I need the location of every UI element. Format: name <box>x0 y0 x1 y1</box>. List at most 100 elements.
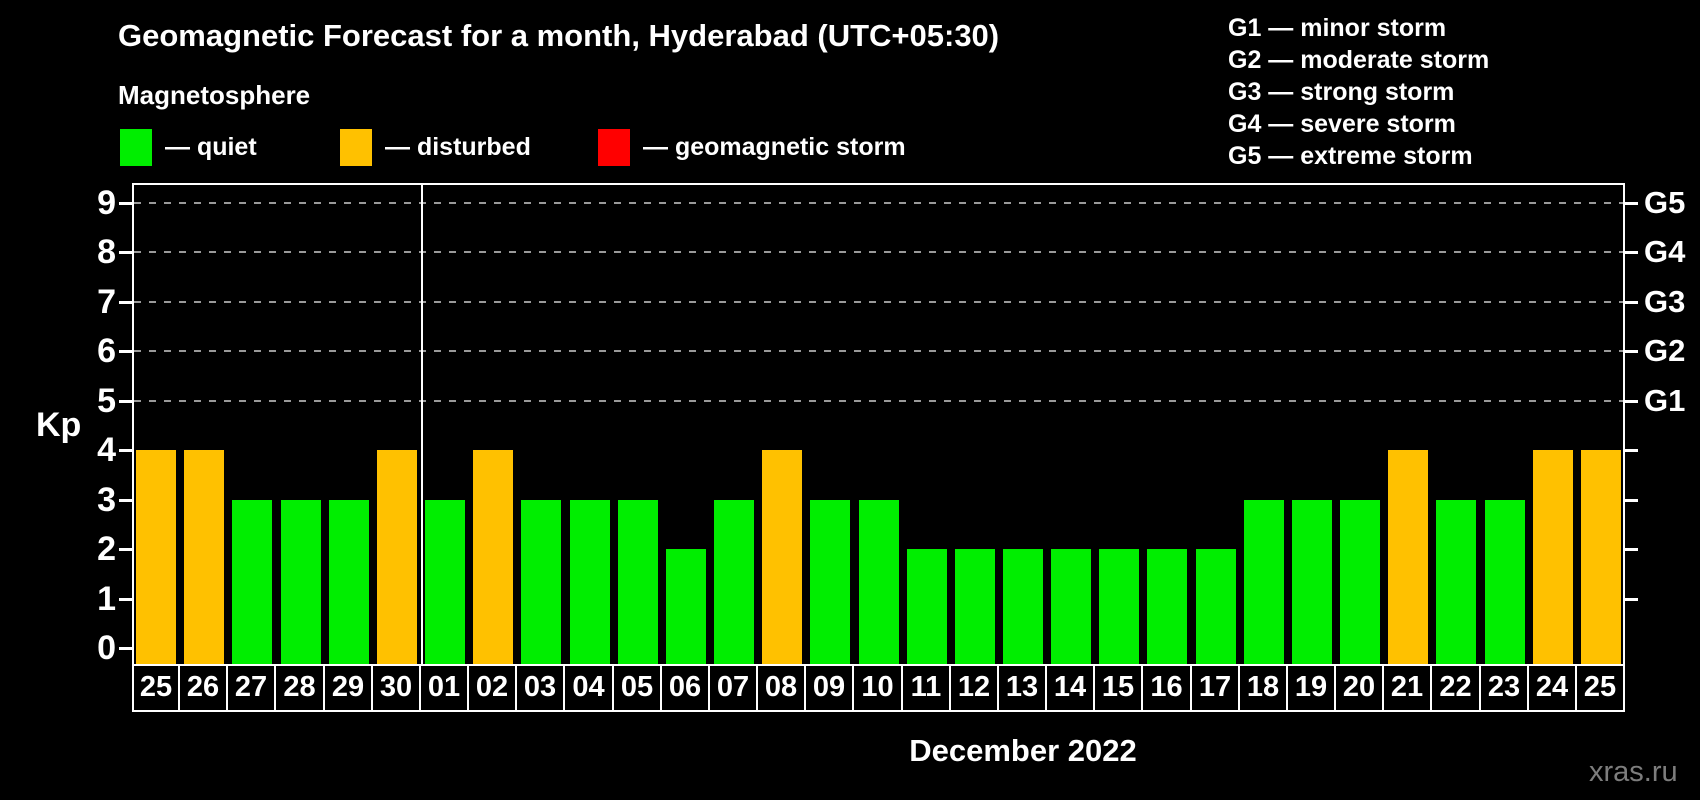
bar-day-25 <box>1581 450 1621 664</box>
y-tick-label-9: 9 <box>97 184 116 222</box>
day-label-19: 19 <box>1286 664 1336 712</box>
legend-item-geomagnetic-storm: — geomagnetic storm <box>598 129 906 166</box>
y-tick-label-8: 8 <box>97 233 116 272</box>
bar-day-29-prev <box>329 500 369 664</box>
g-scale-label-g2: G2 <box>1644 333 1686 369</box>
day-label-24: 24 <box>1527 664 1577 712</box>
day-label-01: 01 <box>419 664 469 712</box>
bar-day-03 <box>521 500 561 664</box>
day-label-18: 18 <box>1238 664 1288 712</box>
day-label-11: 11 <box>901 664 951 712</box>
day-label-08: 08 <box>756 664 806 712</box>
y-tick-label-2: 2 <box>97 530 116 569</box>
bar-day-02 <box>473 450 513 664</box>
day-label-10: 10 <box>852 664 903 712</box>
y-tick-label-4: 4 <box>97 431 116 470</box>
day-label-29-prev: 29 <box>323 664 373 712</box>
right-tick-1 <box>1625 597 1638 601</box>
y-tick-1 <box>119 597 132 601</box>
quiet-legend-label: — quiet <box>165 133 257 161</box>
kp-axis-label: Kp <box>36 406 82 444</box>
day-label-25: 25 <box>1575 664 1625 712</box>
y-tick-label-5: 5 <box>97 381 116 420</box>
day-label-13: 13 <box>997 664 1047 712</box>
day-label-05: 05 <box>612 664 662 712</box>
day-label-14: 14 <box>1045 664 1095 712</box>
right-tick-6 <box>1625 350 1638 354</box>
g-scale-label-g3: G3 <box>1644 283 1686 319</box>
right-tick-4 <box>1625 449 1638 453</box>
g-scale-label-g4: G4 <box>1644 234 1686 270</box>
day-label-09: 09 <box>804 664 854 712</box>
day-label-25-prev: 25 <box>132 664 180 712</box>
storm-legend-label: — geomagnetic storm <box>643 133 906 161</box>
bar-day-18 <box>1244 500 1284 664</box>
day-label-22: 22 <box>1430 664 1481 712</box>
gridline-kp-9 <box>134 202 1623 204</box>
g-scale-label-g5: G5 <box>1644 185 1686 220</box>
gridline-kp-8 <box>134 251 1623 254</box>
watermark-xras: xras.ru <box>1589 756 1678 788</box>
bar-day-15 <box>1099 549 1139 664</box>
bar-day-23 <box>1485 500 1525 664</box>
right-tick-8 <box>1625 251 1638 255</box>
legend-item-quiet: — quiet <box>120 129 257 166</box>
day-label-27-prev: 27 <box>226 664 276 712</box>
month-separator <box>421 183 423 666</box>
y-tick-2 <box>119 548 132 552</box>
legend-item-disturbed: — disturbed <box>340 129 531 166</box>
page-title: Geomagnetic Forecast for a month, Hydera… <box>118 18 1000 53</box>
right-tick-3 <box>1625 498 1638 502</box>
bar-day-24 <box>1533 450 1573 664</box>
gridline-kp-5 <box>134 399 1623 402</box>
bar-day-26-prev <box>184 450 224 664</box>
bar-day-14 <box>1051 549 1091 664</box>
bar-day-22 <box>1436 500 1476 664</box>
bar-day-11 <box>907 549 947 664</box>
bar-day-09 <box>810 500 850 664</box>
bar-day-05 <box>618 500 658 664</box>
right-tick-9 <box>1625 202 1638 205</box>
day-label-03: 03 <box>515 664 565 712</box>
day-label-12: 12 <box>949 664 999 712</box>
disturbed-color-swatch <box>340 129 372 166</box>
g-legend-line-g1: G1 — minor storm <box>1228 14 1447 42</box>
g-scale-legend: G1 — minor storm G2 — moderate storm G3 … <box>1228 12 1489 172</box>
bar-day-19 <box>1292 500 1332 664</box>
right-tick-2 <box>1625 548 1638 552</box>
bar-day-28-prev <box>281 500 321 664</box>
day-label-06: 06 <box>660 664 710 712</box>
right-tick-7 <box>1625 300 1638 304</box>
g-legend-line-g4: G4 — severe storm <box>1228 110 1456 138</box>
y-tick-4 <box>119 449 132 453</box>
y-tick-label-3: 3 <box>97 480 116 519</box>
month-label: December 2022 <box>909 733 1137 768</box>
g-scale-label-g1: G1 <box>1644 382 1686 418</box>
day-label-26-prev: 26 <box>178 664 228 712</box>
y-tick-label-6: 6 <box>97 332 116 371</box>
bar-day-04 <box>570 500 610 664</box>
right-tick-5 <box>1625 399 1638 403</box>
bar-day-07 <box>714 500 754 664</box>
disturbed-legend-label: — disturbed <box>385 133 531 161</box>
day-label-17: 17 <box>1190 664 1240 712</box>
g-legend-line-g2: G2 — moderate storm <box>1228 46 1490 74</box>
y-tick-5 <box>119 399 132 403</box>
day-label-15: 15 <box>1093 664 1143 712</box>
bar-day-16 <box>1147 549 1187 664</box>
day-label-20: 20 <box>1334 664 1384 712</box>
bar-day-10 <box>859 500 899 664</box>
y-tick-7 <box>119 300 132 304</box>
day-label-23: 23 <box>1479 664 1529 712</box>
storm-color-swatch <box>598 129 630 166</box>
y-tick-6 <box>119 350 132 354</box>
quiet-color-swatch <box>120 129 152 166</box>
y-tick-label-0: 0 <box>97 629 116 667</box>
y-tick-8 <box>119 251 132 255</box>
y-tick-label-7: 7 <box>97 282 116 321</box>
y-tick-3 <box>119 498 132 502</box>
day-label-04: 04 <box>563 664 614 712</box>
day-label-07: 07 <box>708 664 758 712</box>
